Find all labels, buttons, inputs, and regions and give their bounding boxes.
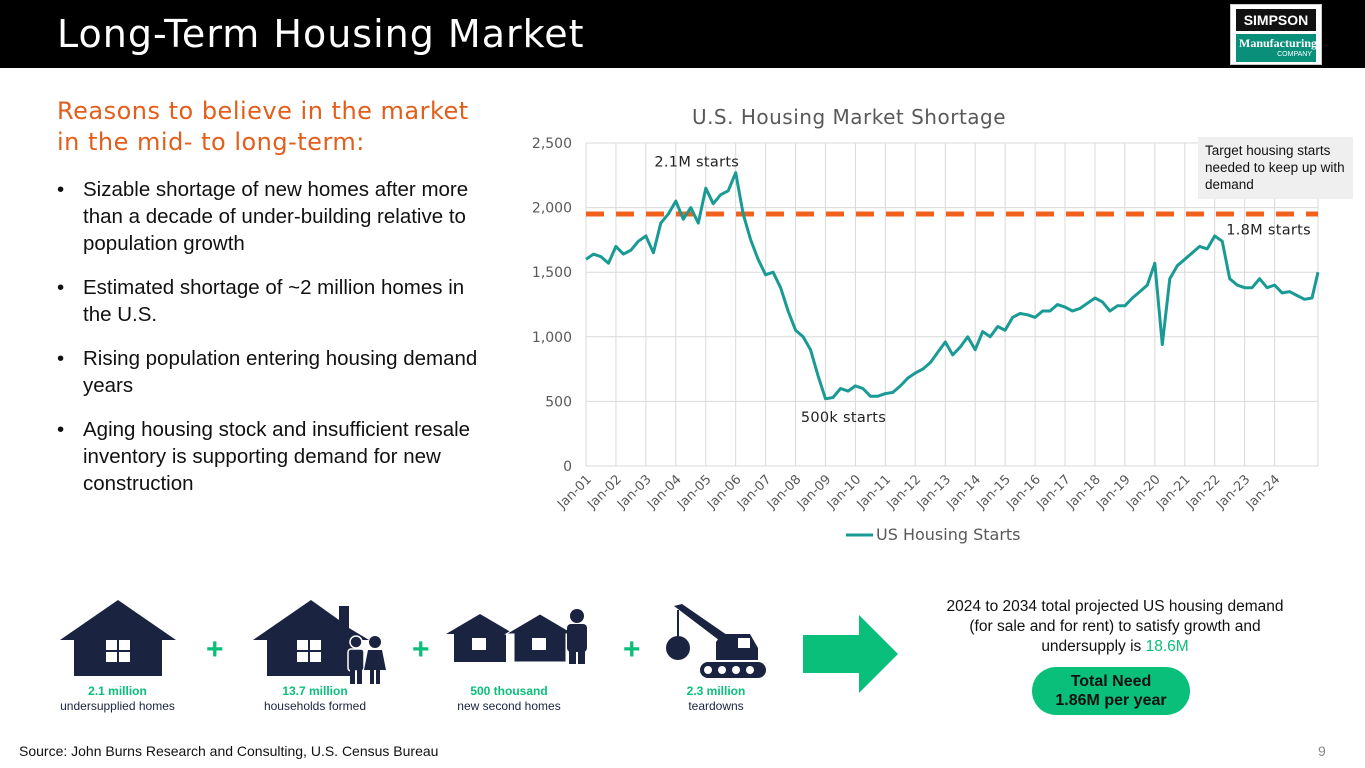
x-tick-label: Jan-11 xyxy=(854,472,895,513)
x-tick-label: Jan-19 xyxy=(1093,472,1134,513)
x-tick-label: Jan-23 xyxy=(1213,472,1254,513)
household-icon xyxy=(253,600,386,684)
x-tick-label: Jan-20 xyxy=(1123,472,1164,513)
y-tick-label: 0 xyxy=(563,459,572,475)
bullet-item: Estimated shortage of ~2 million homes i… xyxy=(57,274,487,328)
x-tick-label: Jan-06 xyxy=(704,472,745,513)
reasons-list: Sizable shortage of new homes after more… xyxy=(57,176,487,514)
item-teardowns: 2.3 million teardowns xyxy=(652,684,780,714)
item-desc: new second homes xyxy=(457,699,561,713)
x-tick-label: Jan-14 xyxy=(944,472,985,513)
x-tick-label: Jan-03 xyxy=(614,472,655,513)
item-undersupplied: 2.1 million undersupplied homes xyxy=(40,684,195,714)
logo-subband: Manufacturing COMPANY xyxy=(1236,34,1317,62)
x-tick-label: Jan-16 xyxy=(1003,472,1044,513)
x-tick-label: Jan-02 xyxy=(584,472,625,513)
item-number: 2.1 million xyxy=(88,684,147,698)
second-homes-icon xyxy=(446,609,587,664)
y-tick-label: 2,500 xyxy=(532,136,572,152)
plus-icon: + xyxy=(412,633,430,666)
company-logo: SIMPSON Manufacturing COMPANY xyxy=(1230,4,1322,65)
x-tick-label: Jan-22 xyxy=(1183,472,1224,513)
total-need-label: Total Need xyxy=(1070,673,1152,690)
y-tick-label: 500 xyxy=(545,394,572,410)
x-axis: Jan-01Jan-02Jan-03Jan-04Jan-05Jan-06Jan-… xyxy=(554,472,1283,513)
x-tick-label: Jan-07 xyxy=(734,472,775,513)
demand-value: 18.6M xyxy=(1145,638,1189,655)
x-tick-label: Jan-08 xyxy=(764,472,805,513)
item-households: 13.7 million households formed xyxy=(240,684,390,714)
plus-icon: + xyxy=(206,633,224,666)
x-tick-label: Jan-04 xyxy=(644,472,685,513)
plus-icon: + xyxy=(623,633,641,666)
item-desc: teardowns xyxy=(688,699,744,713)
x-tick-label: Jan-13 xyxy=(914,472,955,513)
bullet-item: Sizable shortage of new homes after more… xyxy=(57,176,487,257)
demand-statement: 2024 to 2034 total projected US housing … xyxy=(935,597,1295,657)
crane-icon xyxy=(666,604,766,678)
x-tick-label: Jan-09 xyxy=(794,472,835,513)
item-second-homes: 500 thousand new second homes xyxy=(435,684,583,714)
house-icon xyxy=(60,600,176,676)
arrow-right-icon xyxy=(803,615,898,693)
x-tick-label: Jan-18 xyxy=(1063,472,1104,513)
x-tick-label: Jan-15 xyxy=(973,472,1014,513)
logo-manufacturing: Manufacturing xyxy=(1239,36,1317,50)
x-tick-label: Jan-01 xyxy=(554,472,595,513)
item-number: 2.3 million xyxy=(686,684,746,698)
x-tick-label: Jan-05 xyxy=(674,472,715,513)
annotation-peak: 2.1M starts xyxy=(654,154,739,170)
annotation-recent: 1.8M starts xyxy=(1226,223,1311,239)
y-tick-label: 1,500 xyxy=(532,265,572,281)
legend-label: US Housing Starts xyxy=(876,525,1021,544)
grid-layer xyxy=(585,142,1319,467)
x-tick-label: Jan-24 xyxy=(1243,472,1284,513)
total-need-value: 1.86M per year xyxy=(1055,692,1167,709)
x-tick-label: Jan-21 xyxy=(1153,472,1194,513)
logo-company: COMPANY xyxy=(1277,51,1312,58)
item-desc: undersupplied homes xyxy=(60,699,175,713)
chart-title: U.S. Housing Market Shortage xyxy=(692,105,1006,129)
series-line-us-housing-starts xyxy=(585,171,1320,401)
y-tick-label: 2,000 xyxy=(532,201,572,217)
header-bar xyxy=(0,0,1365,68)
total-need-badge: Total Need 1.86M per year xyxy=(1032,667,1190,715)
item-desc: households formed xyxy=(263,699,367,713)
logo-wordmark: SIMPSON xyxy=(1236,9,1316,31)
demand-text: 2024 to 2034 total projected US housing … xyxy=(946,598,1284,655)
annotation-trough: 500k starts xyxy=(801,410,886,426)
page-title: Long-Term Housing Market xyxy=(57,12,585,56)
item-number: 500 thousand xyxy=(470,684,548,698)
x-tick-label: Jan-17 xyxy=(1033,472,1074,513)
y-axis: 0 500 1,000 1,500 2,000 2,500 xyxy=(532,136,572,475)
target-annotation-box: Target housing starts needed to keep up … xyxy=(1198,137,1353,199)
page-number: 9 xyxy=(1318,743,1326,759)
item-number: 13.7 million xyxy=(282,684,348,698)
housing-chart: U.S. Housing Market Shortage 0 500 1,000 1,… xyxy=(532,105,1320,544)
bullet-item: Aging housing stock and insufficient res… xyxy=(57,416,487,497)
y-tick-label: 1,000 xyxy=(532,330,572,346)
reasons-heading: Reasons to believe in the market in the … xyxy=(57,97,469,156)
x-tick-label: Jan-10 xyxy=(824,472,865,513)
x-tick-label: Jan-12 xyxy=(884,472,925,513)
source-note: Source: John Burns Research and Consulti… xyxy=(19,743,439,759)
bullet-item: Rising population entering housing deman… xyxy=(57,345,487,399)
